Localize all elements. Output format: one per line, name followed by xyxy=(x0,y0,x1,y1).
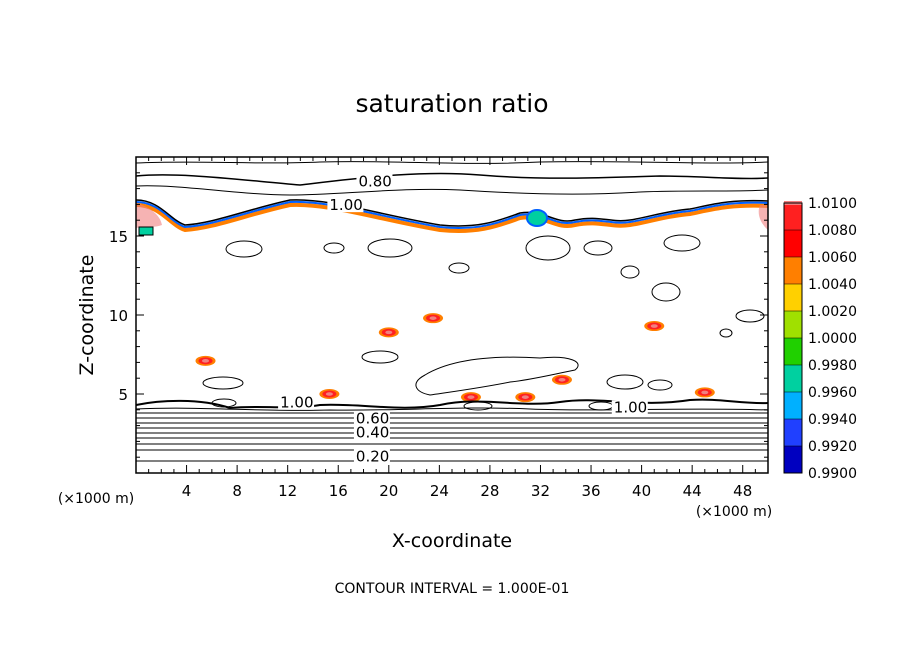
contour-label: 0.40 xyxy=(356,424,389,442)
upper-contour-line xyxy=(135,199,769,227)
colorbar-label: 0.9960 xyxy=(808,385,857,401)
contour-label-bg xyxy=(353,425,390,440)
colorbar-label: 0.9900 xyxy=(808,466,857,482)
x-axis-label: X-coordinate xyxy=(392,530,512,552)
colorbar-swatch xyxy=(784,419,802,446)
colorbar-label: 0.9940 xyxy=(808,412,857,428)
moist-patch-center xyxy=(325,392,333,396)
contour-label-bg xyxy=(278,395,315,410)
x-tick-label: 44 xyxy=(683,482,702,500)
colorbar-swatch xyxy=(784,257,802,284)
x-tick-label: 8 xyxy=(232,482,242,500)
chart-title: saturation ratio xyxy=(355,89,548,118)
x-tick-label: 24 xyxy=(430,482,449,500)
colorbar-label: 1.0020 xyxy=(808,304,857,320)
contour-label-bg xyxy=(356,174,393,189)
contour-labels: 0.80 1.00 1.00 1.00 0.600.40 0.20 xyxy=(278,172,648,465)
colorbar-swatch xyxy=(784,230,802,257)
y-axis-label: Z-coordinate xyxy=(76,255,98,376)
moist-patch-center xyxy=(202,359,210,363)
contour-label: 0.80 xyxy=(358,172,391,190)
x-tick-label: 36 xyxy=(581,482,600,500)
y-tick-label: 10 xyxy=(109,307,128,325)
y-tick-label: 5 xyxy=(118,386,128,404)
contour-label: 1.00 xyxy=(614,398,647,416)
colorbar-swatch xyxy=(784,203,802,230)
upper-right-patch xyxy=(758,205,768,230)
y-tick-label: 15 xyxy=(109,228,128,246)
boundary-layer-contours xyxy=(135,398,769,462)
colorbar-label: 0.9920 xyxy=(808,439,857,455)
moist-patch-center xyxy=(467,395,475,399)
moist-patch-center xyxy=(429,316,437,320)
moist-patch-center xyxy=(521,395,529,399)
x-tick-label: 16 xyxy=(329,482,348,500)
contour-label-bg xyxy=(327,198,364,213)
contour-label: 0.20 xyxy=(356,447,389,465)
contour-label: 1.00 xyxy=(280,394,313,412)
colorbar-label: 1.0000 xyxy=(808,331,857,347)
contour-label-bg xyxy=(611,400,648,415)
contour-label-bg xyxy=(353,411,390,426)
x-tick-label: 48 xyxy=(733,482,752,500)
moist-patch-center xyxy=(558,377,566,382)
y-axis-unit: (×1000 m) xyxy=(58,491,134,507)
colorbar-label: 1.0100 xyxy=(808,196,857,212)
x-tick-label: 12 xyxy=(278,482,297,500)
moist-patch-center xyxy=(385,330,393,335)
moist-patch-center xyxy=(650,324,658,328)
x-tick-label: 4 xyxy=(182,482,192,500)
moist-patches xyxy=(195,313,715,403)
colorbar-label: 1.0060 xyxy=(808,250,857,266)
upper-saturation-band-blue xyxy=(135,200,769,229)
upper-left-cyan xyxy=(138,226,154,236)
contour-top-1 xyxy=(135,161,769,164)
upper-cyan-patch xyxy=(526,209,548,227)
colorbar-label: 1.0080 xyxy=(808,223,857,239)
x-tick-label: 32 xyxy=(531,482,550,500)
colorbar-swatch xyxy=(784,284,802,311)
colorbar-swatch xyxy=(784,392,802,419)
contour-080 xyxy=(135,172,769,186)
x-tick-label: 40 xyxy=(632,482,651,500)
moist-patch-center xyxy=(701,390,709,395)
contour-label: 1.00 xyxy=(329,196,362,214)
colorbar-swatch xyxy=(784,446,802,473)
plot-area: 0.801.001.00 1.000.600.400.20 4 8 12 16 20 24 2… xyxy=(109,156,769,500)
x-axis-unit: (×1000 m) xyxy=(696,504,772,520)
colorbar: 1.0100 1.0080 1.0060 1.0040 1.0020 1.0000 0.99… xyxy=(783,196,857,482)
upper-left-patch xyxy=(136,203,162,228)
contour-label-bg xyxy=(353,449,390,464)
upper-saturation-band xyxy=(135,202,769,233)
colorbar-label: 1.0040 xyxy=(808,277,857,293)
x-tick-label: 28 xyxy=(480,482,499,500)
contour-interval-note: CONTOUR INTERVAL = 1.000E-01 xyxy=(335,581,570,597)
contour-top-3 xyxy=(135,185,769,196)
x-tick-label: 20 xyxy=(379,482,398,500)
colorbar-swatch xyxy=(784,338,802,365)
colorbar-swatch xyxy=(784,311,802,338)
plot-background xyxy=(136,157,768,473)
contour-label: 0.60 xyxy=(356,409,389,427)
colorbar-swatch xyxy=(784,365,802,392)
mid-contour-loops xyxy=(202,234,765,396)
colorbar-label: 0.9980 xyxy=(808,358,857,374)
